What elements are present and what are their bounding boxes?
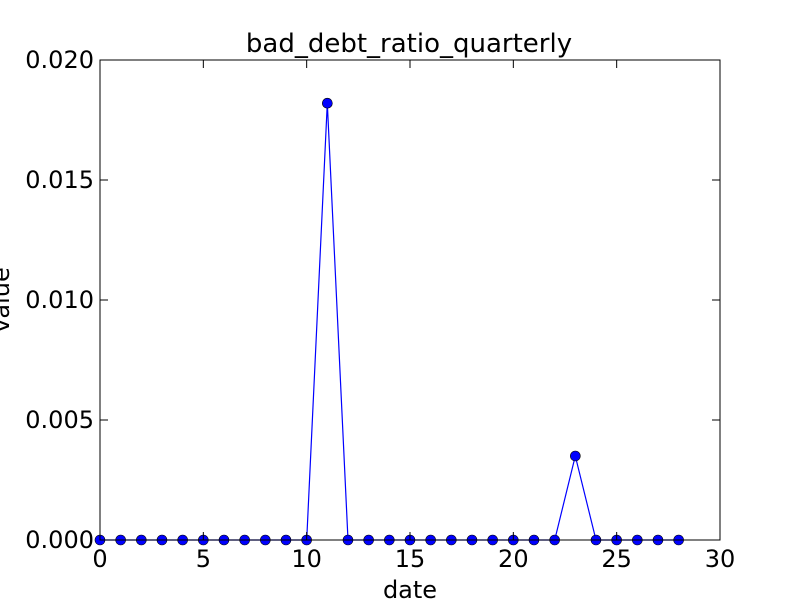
x-tick-label: 20 (498, 545, 529, 573)
y-axis: 0.000 0.005 0.010 0.015 0.020 (25, 46, 720, 554)
y-tick-label: 0.015 (25, 166, 94, 194)
y-tick-label: 0.010 (25, 286, 94, 314)
x-tick-label: 5 (196, 545, 211, 573)
plot-area (94, 97, 684, 546)
x-tick-label: 15 (395, 545, 426, 573)
x-tick-label: 10 (291, 545, 322, 573)
x-axis: 0 5 10 15 20 25 30 (92, 60, 735, 573)
x-axis-label: date (383, 576, 437, 600)
x-tick-label: 30 (705, 545, 736, 573)
chart-title: bad_debt_ratio_quarterly (246, 29, 572, 59)
x-tick-label: 25 (601, 545, 632, 573)
y-tick-label: 0.020 (25, 46, 94, 74)
y-axis-label: value (0, 267, 15, 333)
data-point (570, 450, 581, 462)
y-tick-label: 0.000 (25, 526, 94, 554)
x-tick-label: 0 (92, 545, 107, 573)
data-point (322, 97, 333, 109)
y-tick-label: 0.005 (25, 406, 94, 434)
